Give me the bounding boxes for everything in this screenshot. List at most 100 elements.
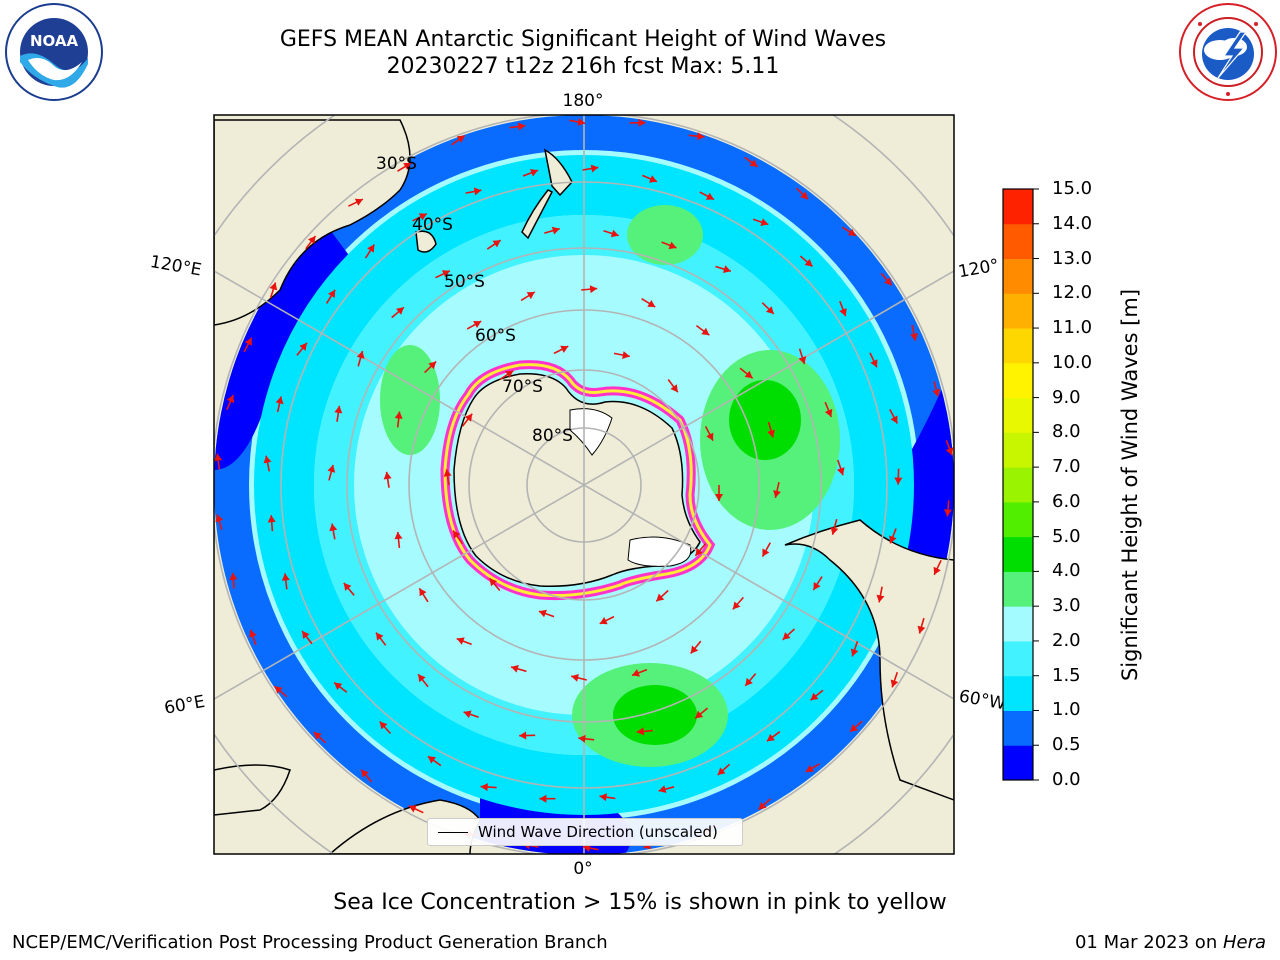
wave-direction-arrowhead <box>876 594 885 603</box>
colorbar-frame <box>1002 188 1034 781</box>
wave-direction-arrowhead <box>723 265 731 273</box>
wave-direction-arrowhead <box>830 526 839 535</box>
colorbar-tick-label: 7.0 <box>1052 456 1081 478</box>
colorbar-segment <box>1003 675 1033 711</box>
colorbar <box>1003 188 1039 781</box>
wave-direction-arrowhead <box>299 342 307 351</box>
wave-direction-arrowhead <box>511 665 519 673</box>
wave-direction-arrowhead <box>884 277 892 286</box>
wave-direction-arrowhead <box>732 601 741 610</box>
colorbar-segment <box>1003 710 1033 746</box>
colorbar-tick-label: 0.0 <box>1052 769 1081 790</box>
wave-direction-arrowhead <box>717 767 726 775</box>
colorbar-segment <box>1003 189 1033 225</box>
wave-direction-arrowhead <box>810 692 819 701</box>
wave-direction-arrowhead <box>695 547 703 556</box>
tasmania-land <box>415 230 437 253</box>
wave-direction-arrowhead <box>590 164 599 173</box>
footer-credit: NCEP/EMC/Verification Post Processing Pr… <box>12 932 608 953</box>
wave-direction-arrowhead <box>945 447 954 456</box>
wave-direction-arrowhead <box>489 578 498 587</box>
wave-direction-arrowhead <box>715 494 723 501</box>
wave-direction-arrowhead <box>302 631 310 639</box>
colorbar-tick-label: 15.0 <box>1052 178 1093 199</box>
wave-direction-arrowhead <box>269 282 278 291</box>
map-frame <box>213 114 955 855</box>
colorbar-tick-label: 6.0 <box>1052 490 1081 512</box>
wave-direction-arrowhead <box>443 469 452 477</box>
wave-direction-arrowhead <box>480 783 488 792</box>
wave-direction-arrowhead <box>813 582 821 591</box>
ross-ice-shelf <box>569 408 613 456</box>
wave-direction-arrowhead <box>798 356 807 364</box>
wave-direction-arrowhead <box>334 405 343 414</box>
colorbar-segment <box>1003 328 1033 364</box>
wave-direction-arrowhead <box>403 162 412 170</box>
south-america-land <box>784 519 954 801</box>
noaa-logo: NOAA <box>5 3 103 101</box>
colorbar-segment <box>1003 467 1033 503</box>
wave-direction-arrowhead <box>766 306 774 314</box>
colorbar-segment <box>1003 501 1033 538</box>
wave-direction-arrowhead <box>229 572 238 581</box>
wave-direction-arrowhead <box>599 793 607 802</box>
wave-direction-arrowhead <box>766 733 775 742</box>
colorbar-segment <box>1003 223 1033 260</box>
wave-direction-arrowhead <box>473 187 482 196</box>
wave-direction-arrowhead <box>263 455 272 464</box>
wave-direction-arrowhead <box>932 388 941 397</box>
wave-direction-arrowhead <box>328 289 336 298</box>
wave-direction-arrowhead <box>705 192 714 200</box>
wave-direction-arrowhead <box>530 169 538 177</box>
wave-direction-arrowhead <box>267 515 276 523</box>
wave-direction-arrowhead <box>419 588 427 597</box>
wave-direction-arrowhead <box>215 514 224 523</box>
wave-direction-arrowhead <box>327 464 336 473</box>
wave-direction-arrowhead <box>275 396 284 405</box>
wave-direction-arrowhead <box>571 674 579 682</box>
wave-direction-arrowhead <box>599 617 608 625</box>
wave-direction-arrowhead <box>762 548 770 557</box>
wave-direction-arrowhead <box>505 370 514 378</box>
colorbar-label: Significant Height of Wind Waves [m] <box>1118 288 1142 682</box>
wave-direction-arrowhead <box>782 632 791 640</box>
wave-direction-arrowhead <box>656 593 665 602</box>
wave-direction-arrowhead <box>697 132 705 141</box>
wave-direction-arrowhead <box>453 530 461 539</box>
wave-direction-arrowhead <box>329 523 338 532</box>
wave-direction-arrowhead <box>610 229 619 238</box>
wave-direction-arrowhead <box>706 432 714 441</box>
colorbar-tick-label: 2.0 <box>1052 629 1081 651</box>
wave-direction-arrowhead <box>226 395 235 403</box>
wave-direction-arrowhead <box>649 175 657 183</box>
colorbar-tick-label: 11.0 <box>1052 317 1093 339</box>
lat-label-80: 80°S <box>532 426 573 446</box>
weddell-ice-shelf <box>627 536 692 567</box>
wave-direction-arrowhead <box>274 686 283 694</box>
wave-direction-arrowhead <box>394 411 403 419</box>
lon-label-120e: 120°E <box>149 252 203 281</box>
lon-label-180: 180° <box>563 91 604 111</box>
colorbar-segment <box>1003 293 1033 329</box>
wave-direction-arrowhead <box>647 300 656 307</box>
ice-note-text: Sea Ice Concentration > 15% is shown in … <box>333 890 947 915</box>
wave-direction-arrowhead <box>745 677 753 686</box>
wave-direction-arrowhead <box>695 710 704 719</box>
colorbar-segment <box>1003 362 1033 399</box>
footer-host: Hera <box>1222 932 1266 953</box>
wave-direction-arrowhead <box>758 801 767 810</box>
wave-direction-arrowhead <box>578 734 586 743</box>
wave-direction-arrowhead <box>249 629 257 638</box>
wave-direction-arrowhead <box>456 637 465 645</box>
wave-direction-arrowhead <box>408 805 417 813</box>
colorbar-tick-label: 0.5 <box>1052 734 1081 756</box>
colorbar-tick-label: 1.5 <box>1052 664 1081 686</box>
wave-direction-arrowhead <box>354 198 363 206</box>
wave-direction-arrowhead <box>805 764 814 772</box>
ice-note: Sea Ice Concentration > 15% is shown in … <box>0 890 1280 915</box>
new-zealand-south <box>521 189 554 240</box>
wave-direction-arrowhead <box>526 292 535 300</box>
sea-ice-edge-yellow <box>443 363 712 598</box>
wave-direction-arrowhead <box>538 609 547 618</box>
wave-direction-arrowhead <box>456 135 465 143</box>
